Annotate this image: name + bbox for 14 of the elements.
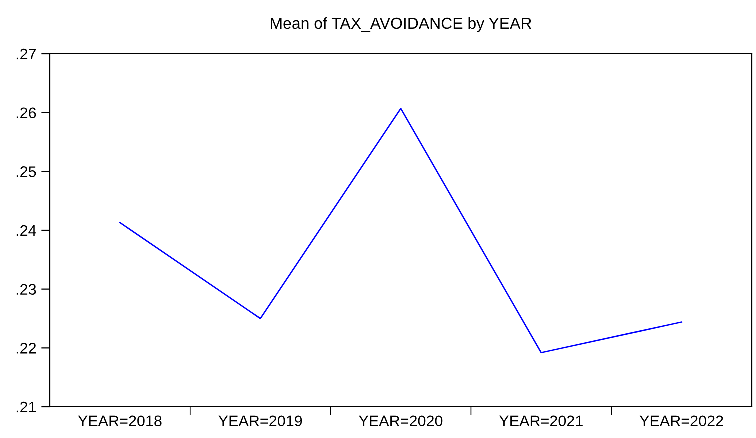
- y-tick-label: .22: [16, 343, 36, 354]
- x-tick-label: YEAR=2018: [78, 416, 162, 427]
- y-tick-label: .21: [16, 402, 36, 413]
- x-tick-label: YEAR=2019: [218, 416, 302, 427]
- y-tick-label: .27: [16, 48, 36, 60]
- line-series: [120, 108, 682, 354]
- x-tick-label: YEAR=2021: [499, 416, 583, 427]
- x-tick-label: YEAR=2020: [359, 416, 443, 427]
- y-tick-label: .25: [16, 166, 36, 178]
- y-tick-label: .23: [16, 284, 36, 296]
- y-tick-label: .24: [16, 225, 36, 236]
- chart-title: Mean of TAX_AVOIDANCE by YEAR: [271, 17, 532, 32]
- x-tick-label: YEAR=2022: [640, 416, 724, 427]
- y-tick-label: .26: [16, 108, 36, 119]
